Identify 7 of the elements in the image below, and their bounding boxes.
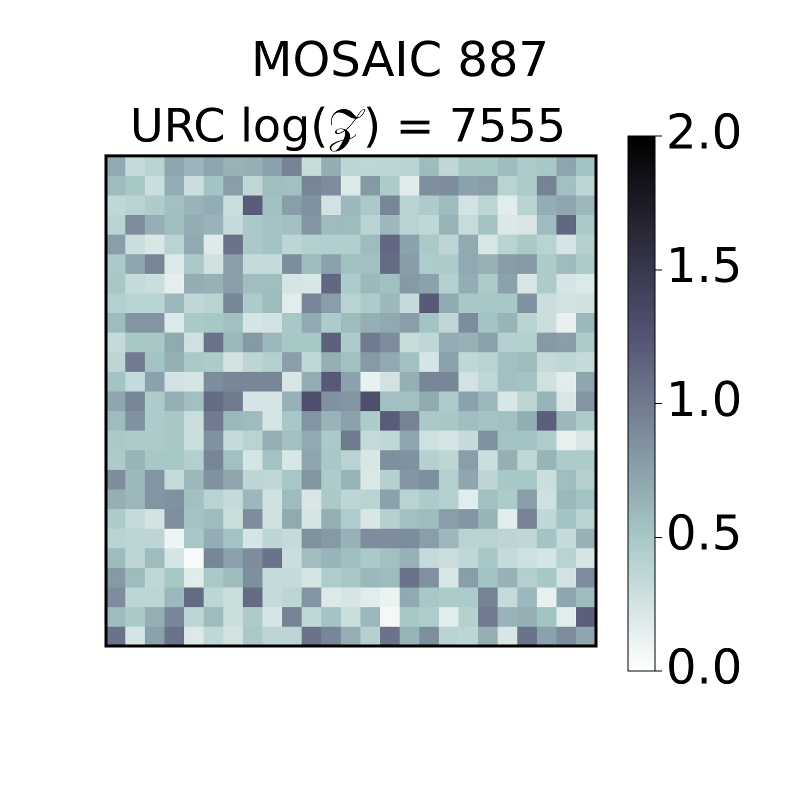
color-bar-label: 0.0 bbox=[666, 639, 742, 696]
chart-subtitle: URC log(𝒵) = 7555 bbox=[130, 98, 566, 152]
chart-title: MOSAIC 887 bbox=[250, 32, 550, 90]
color-bar-label: 1.5 bbox=[666, 238, 742, 294]
color-bar-label: 2.0 bbox=[666, 104, 742, 160]
color-bar-label: 0.5 bbox=[666, 506, 742, 562]
color-bar-label: 1.0 bbox=[666, 372, 742, 428]
